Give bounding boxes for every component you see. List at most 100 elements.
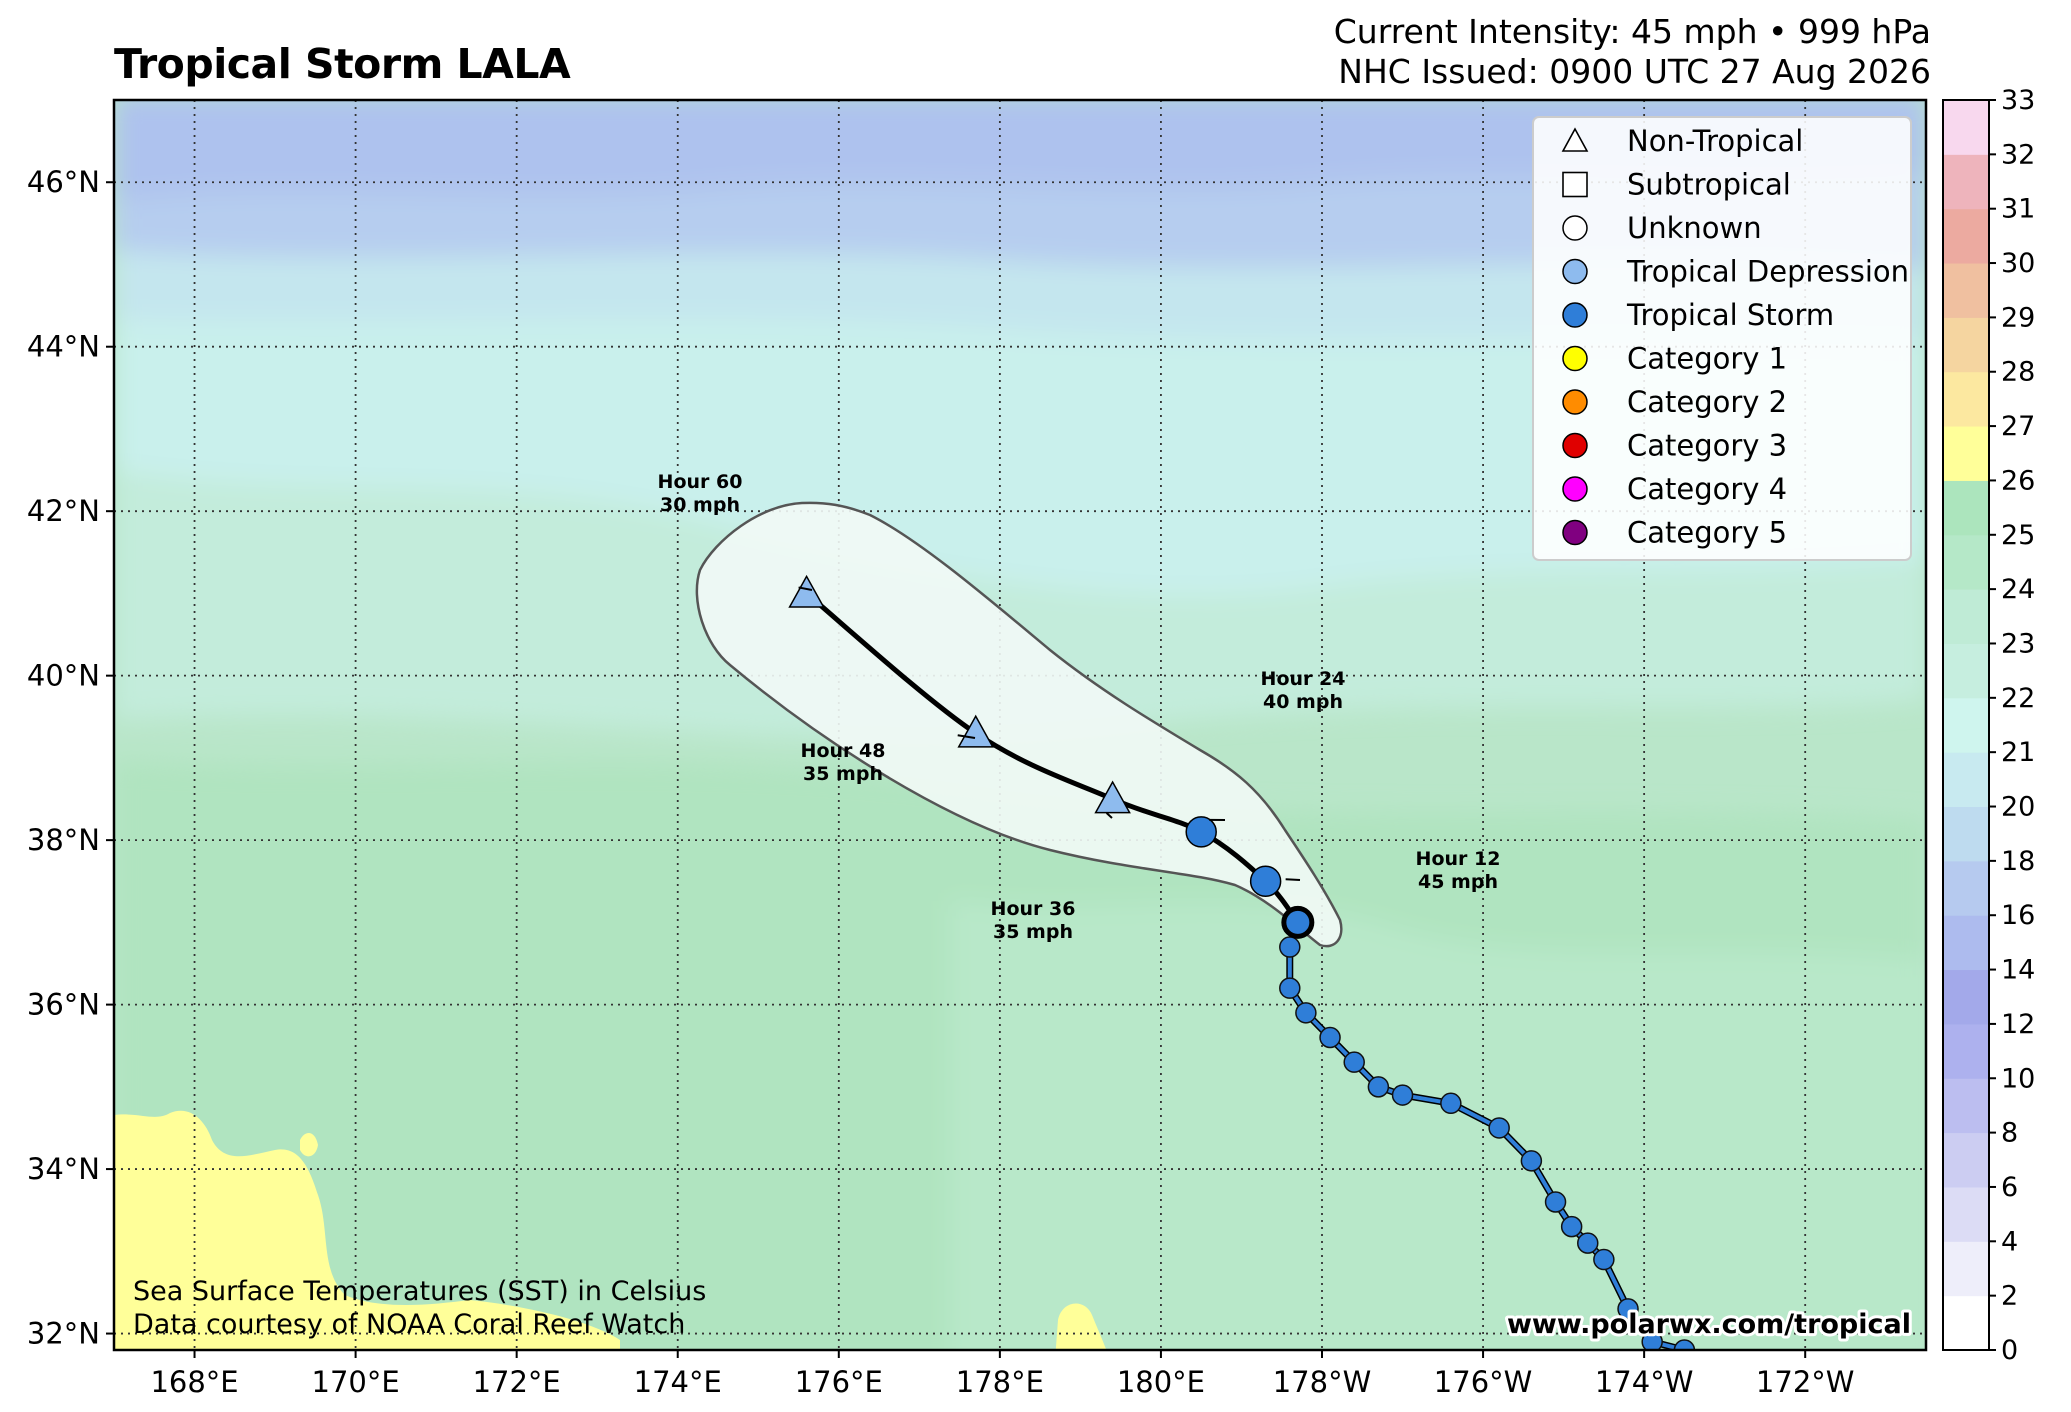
colorbar-tick-label: 6 [2001,1172,2018,1203]
lon-tick-label: 174°W [1595,1365,1694,1399]
lon-tick-label: 176°E [795,1365,883,1399]
past-track-point [1544,1191,1567,1213]
lat-tick-label: 32°N [27,1317,100,1351]
colorbar-band [1943,1023,1989,1079]
legend-label: Tropical Depression [1626,255,1909,289]
legend-label: Category 5 [1627,516,1787,550]
colorbar-band [1943,1078,1989,1134]
colorbar-band [1943,860,1989,916]
colorbar-tick-label: 22 [2001,683,2035,714]
map-frame [112,98,1928,1352]
legend-label: Subtropical [1627,168,1791,202]
forecast-label-hour: Hour 60 [658,471,743,493]
legend-circle-icon [1562,389,1588,415]
colorbar-band [1943,1132,1989,1188]
colorbar-band [1943,806,1989,862]
colorbar-tick-label: 32 [2001,139,2035,170]
forecast-point-hour-24 [1185,816,1217,848]
colorbar-band [1943,915,1989,971]
legend-label: Non-Tropical [1627,124,1803,158]
forecast-label-leader [1105,812,1113,819]
colorbar-tick-label: 27 [2001,411,2035,442]
colorbar-band [1943,480,1989,536]
past-track-point [1520,1150,1543,1172]
legend-label: Category 3 [1627,429,1787,463]
colorbar-frame [1942,99,1990,1351]
colorbar-band [1943,208,1989,264]
forecast-label-speed: 35 mph [993,921,1073,943]
lat-tick-label: 42°N [27,494,100,528]
legend-circle-icon [1562,476,1588,502]
legend-label: Unknown [1627,211,1762,245]
legend: Non-Tropical Subtropical Unknown Tropical D… [1532,116,1912,561]
legend-triangle-icon [1561,127,1589,152]
forecast-label-speed: 30 mph [660,494,740,516]
colorbar-band [1943,589,1989,644]
colorbar-tick-label: 30 [2001,248,2035,279]
sst-colorbar: 0246810121416182021222324252627282930313… [1942,85,2035,1366]
lon-tick-label: 174°E [634,1365,722,1399]
legend-circle-icon [1562,519,1588,546]
legend-circle-icon [1562,432,1588,459]
colorbar-tick-label: 14 [2001,955,2035,986]
forecast-label-speed: 45 mph [1418,871,1498,893]
legend-label: Tropical Storm [1626,298,1834,332]
lat-tick-label: 40°N [27,659,100,693]
lat-tick-label: 44°N [27,330,100,364]
colorbar-band [1943,534,1989,590]
legend-label: Category 4 [1627,472,1787,506]
colorbar-band [1943,643,1989,699]
colorbar-band [1943,752,1989,808]
forecast-point-hour-12 [1249,865,1282,897]
credit-line-2: Data courtesy of NOAA Coral Reef Watch [133,1309,685,1340]
colorbar-tick-label: 0 [2001,1335,2018,1366]
forecast-point-hour-36 [1094,780,1131,814]
past-track-point [1440,1092,1462,1115]
colorbar-tick-label: 20 [2001,792,2035,823]
legend-circle-icon [1562,345,1588,372]
colorbar-band [1943,317,1989,373]
forecast-label-leader [798,586,813,591]
lon-tick-label: 180°E [1117,1365,1205,1399]
past-track-point [1593,1248,1615,1271]
colorbar-band [1943,263,1989,318]
colorbar-tick-label: 28 [2001,357,2035,388]
colorbar-band [1943,426,1989,481]
past-track-point [1279,936,1301,958]
forecast-cone [695,501,1343,948]
colorbar-band [1943,371,1989,427]
legend-circle-icon [1562,215,1588,241]
forecast-label-leader [957,734,976,739]
lon-tick-label: 178°E [956,1365,1044,1399]
forecast-label-hour: Hour 36 [991,898,1076,920]
page-title: Tropical Storm LALA [114,40,571,88]
past-track-point [1560,1215,1583,1238]
forecast-point-hour-48 [957,714,994,748]
lon-tick-label: 172°E [473,1365,561,1399]
colorbar-band [1943,1295,1989,1351]
forecast-point-hour-60 [788,574,825,608]
colorbar-tick-label: 29 [2001,302,2035,333]
legend-label: Category 2 [1627,385,1787,419]
past-track-point [1391,1084,1414,1106]
colorbar-tick-label: 25 [2001,520,2035,551]
past-track-point [1577,1232,1599,1254]
colorbar-tick-label: 26 [2001,465,2035,496]
forecast-label-hour: Hour 12 [1416,848,1501,870]
lon-tick-label: 178°W [1273,1365,1372,1399]
past-track-point [1488,1117,1510,1139]
legend-square-icon [1562,171,1588,198]
colorbar-tick-label: 23 [2001,628,2035,659]
legend-label: Category 1 [1627,342,1787,376]
issued-time: NHC Issued: 0900 UTC 27 Aug 2026 [1338,52,1931,91]
past-track-point [1343,1051,1365,1073]
colorbar-band [1943,1186,1989,1242]
current-intensity: Current Intensity: 45 mph • 999 hPa [1333,12,1931,51]
forecast-label-speed: 35 mph [803,763,883,785]
past-track-point [1279,977,1301,999]
lon-tick-label: 176°W [1434,1365,1533,1399]
lon-tick-label: 172°W [1756,1365,1855,1399]
colorbar-tick-label: 4 [2001,1226,2018,1257]
past-track-point [1617,1298,1639,1320]
